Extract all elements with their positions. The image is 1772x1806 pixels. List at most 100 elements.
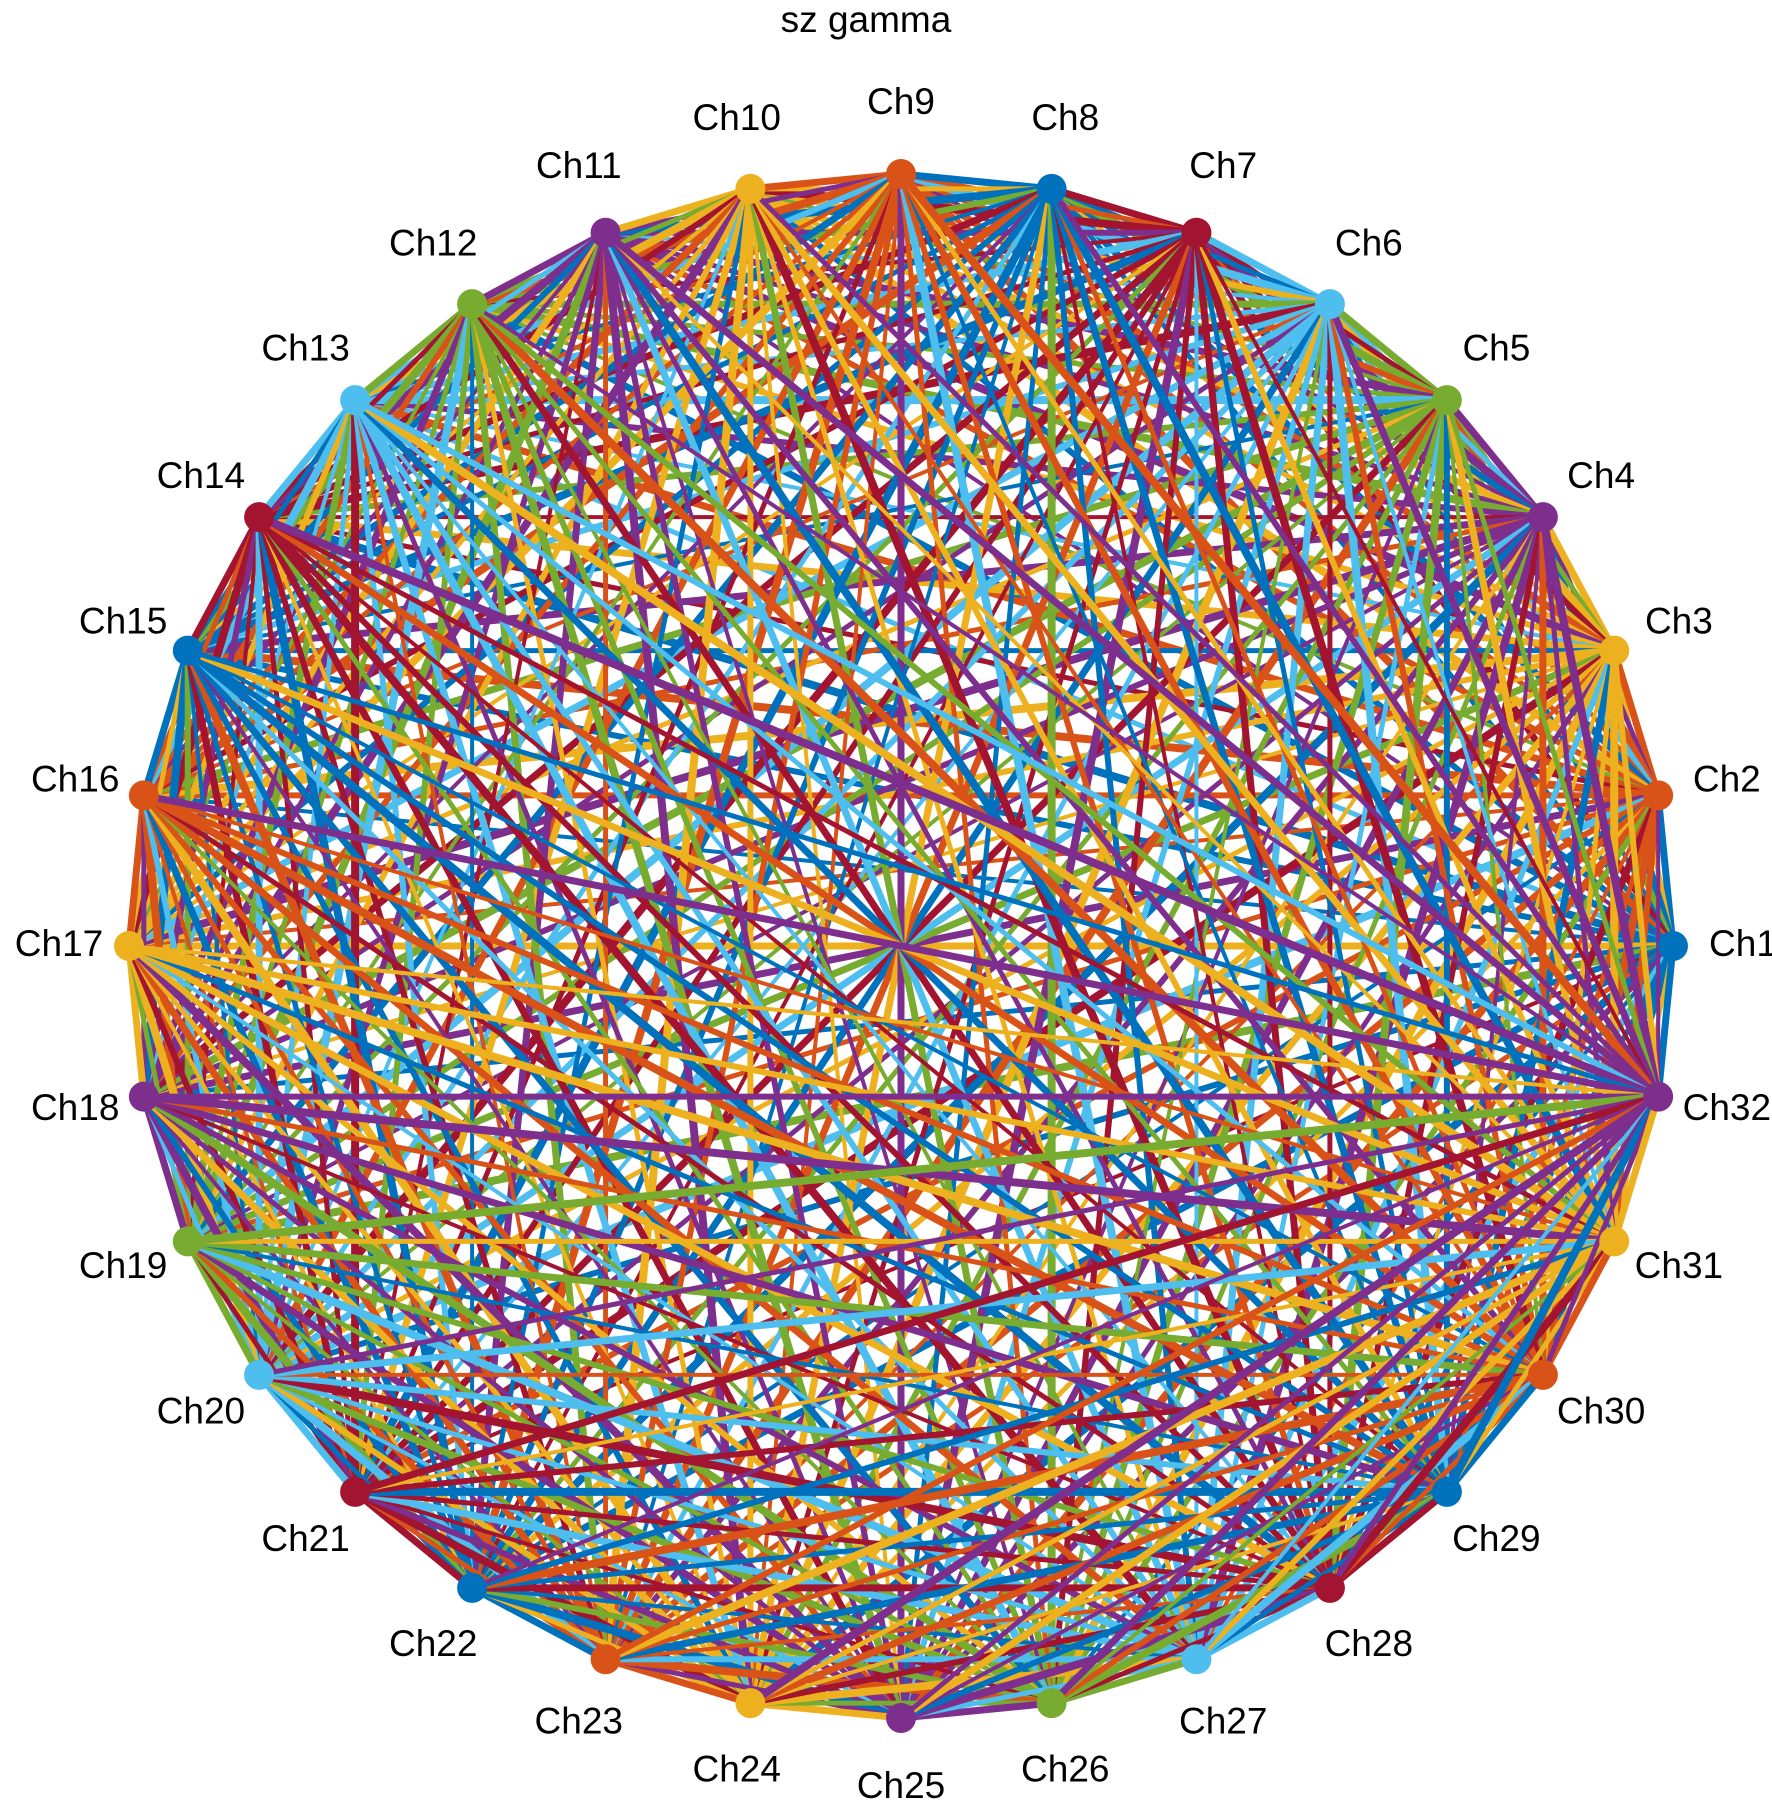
- edges: [125, 170, 1677, 1722]
- node: [457, 1572, 488, 1603]
- node-label: Ch10: [693, 97, 781, 138]
- node: [1658, 931, 1688, 961]
- edge: [125, 942, 610, 1663]
- node-label: Ch25: [857, 1765, 945, 1806]
- edge: [1194, 793, 1661, 1662]
- edge: [184, 1237, 905, 1722]
- node-label: Ch12: [389, 223, 477, 264]
- edge: [140, 1093, 1200, 1663]
- edge: [351, 185, 754, 1496]
- edge: [184, 185, 1056, 1245]
- edge: [185, 1238, 1055, 1706]
- node-label: Ch27: [1179, 1701, 1267, 1742]
- node: [457, 289, 488, 320]
- edge: [470, 302, 1661, 1099]
- edge: [255, 1237, 1618, 1379]
- edge: [1048, 1093, 1662, 1707]
- node: [244, 502, 275, 533]
- node-label: Ch29: [1452, 1518, 1540, 1559]
- edge: [140, 791, 1662, 1101]
- node-label: Ch20: [157, 1391, 245, 1432]
- edge: [897, 170, 1547, 1379]
- edge: [1654, 942, 1677, 1101]
- node: [1314, 1572, 1345, 1603]
- edge: [1444, 398, 1545, 1377]
- edge: [746, 1371, 1547, 1707]
- edge: [898, 1094, 1661, 1721]
- node-label: Ch14: [157, 455, 245, 496]
- edge: [1326, 300, 1662, 1101]
- edge: [127, 944, 1199, 1662]
- edge: [747, 1238, 1617, 1706]
- node: [1599, 635, 1630, 666]
- edge: [1049, 186, 1332, 1590]
- edge: [140, 396, 1451, 799]
- node: [340, 385, 371, 416]
- node: [1036, 1688, 1067, 1719]
- edge: [602, 229, 1546, 1378]
- edge: [602, 1093, 1662, 1663]
- edge: [255, 513, 1618, 655]
- node: [1599, 1226, 1630, 1257]
- node-label: Ch8: [1031, 97, 1099, 138]
- node-label: Ch31: [1635, 1245, 1723, 1286]
- node: [172, 1226, 203, 1257]
- node: [340, 1476, 371, 1507]
- edge: [141, 1094, 1332, 1590]
- node: [1036, 173, 1067, 204]
- edge: [184, 647, 359, 1496]
- edge: [255, 513, 905, 1722]
- edge: [602, 791, 1662, 1663]
- edge: [1048, 185, 1662, 1100]
- node: [114, 931, 144, 961]
- edge: [125, 300, 1334, 950]
- edge: [603, 230, 1617, 1244]
- edge: [140, 229, 1200, 1101]
- edge: [126, 943, 753, 1706]
- node-label: Ch2: [1693, 759, 1761, 800]
- edge: [469, 301, 1618, 1245]
- node-label: Ch16: [31, 759, 119, 800]
- edge: [352, 1371, 1546, 1495]
- edge: [351, 396, 1662, 799]
- edge: [255, 1371, 1056, 1707]
- diagram-title: sz gamma: [781, 0, 952, 40]
- edge: [897, 1237, 1618, 1722]
- node-label: Ch1: [1709, 923, 1772, 964]
- edge: [468, 942, 1677, 1592]
- edge: [746, 1092, 1663, 1708]
- node-label: Ch9: [867, 81, 935, 122]
- edge: [748, 186, 1545, 1377]
- edge: [256, 1094, 1661, 1378]
- edge: [351, 396, 754, 1707]
- node: [1181, 217, 1212, 248]
- edge: [602, 229, 1662, 1101]
- edge: [353, 1239, 1617, 1494]
- node-label: Ch13: [261, 327, 349, 368]
- edge: [140, 1093, 1451, 1496]
- edge: [470, 1094, 1661, 1590]
- edge: [603, 1372, 1546, 1662]
- edge: [351, 1488, 1200, 1663]
- edge: [1442, 1092, 1663, 1496]
- node-label: Ch18: [31, 1087, 119, 1128]
- node-label: Ch30: [1557, 1391, 1645, 1432]
- node-label: Ch4: [1567, 455, 1635, 496]
- edge: [140, 792, 904, 1721]
- edge: [352, 397, 1662, 1100]
- node-label: Ch3: [1645, 601, 1713, 642]
- nodes: Ch1 Ch2 Ch3 Ch4 Ch5 Ch6 Ch7 Ch8 Ch9 Ch10 Ch11 Ch12 C…: [15, 81, 1772, 1806]
- node-label: Ch15: [79, 601, 167, 642]
- node: [172, 635, 203, 666]
- edge: [1444, 397, 1661, 1100]
- edge: [897, 170, 1663, 1101]
- node: [886, 159, 916, 189]
- node-label: Ch5: [1462, 327, 1530, 368]
- node-label: Ch6: [1335, 223, 1403, 264]
- edge: [140, 791, 476, 1592]
- node-label: Ch28: [1325, 1623, 1413, 1664]
- edge: [1610, 1093, 1662, 1245]
- edge: [1327, 648, 1617, 1590]
- edge: [141, 1094, 904, 1721]
